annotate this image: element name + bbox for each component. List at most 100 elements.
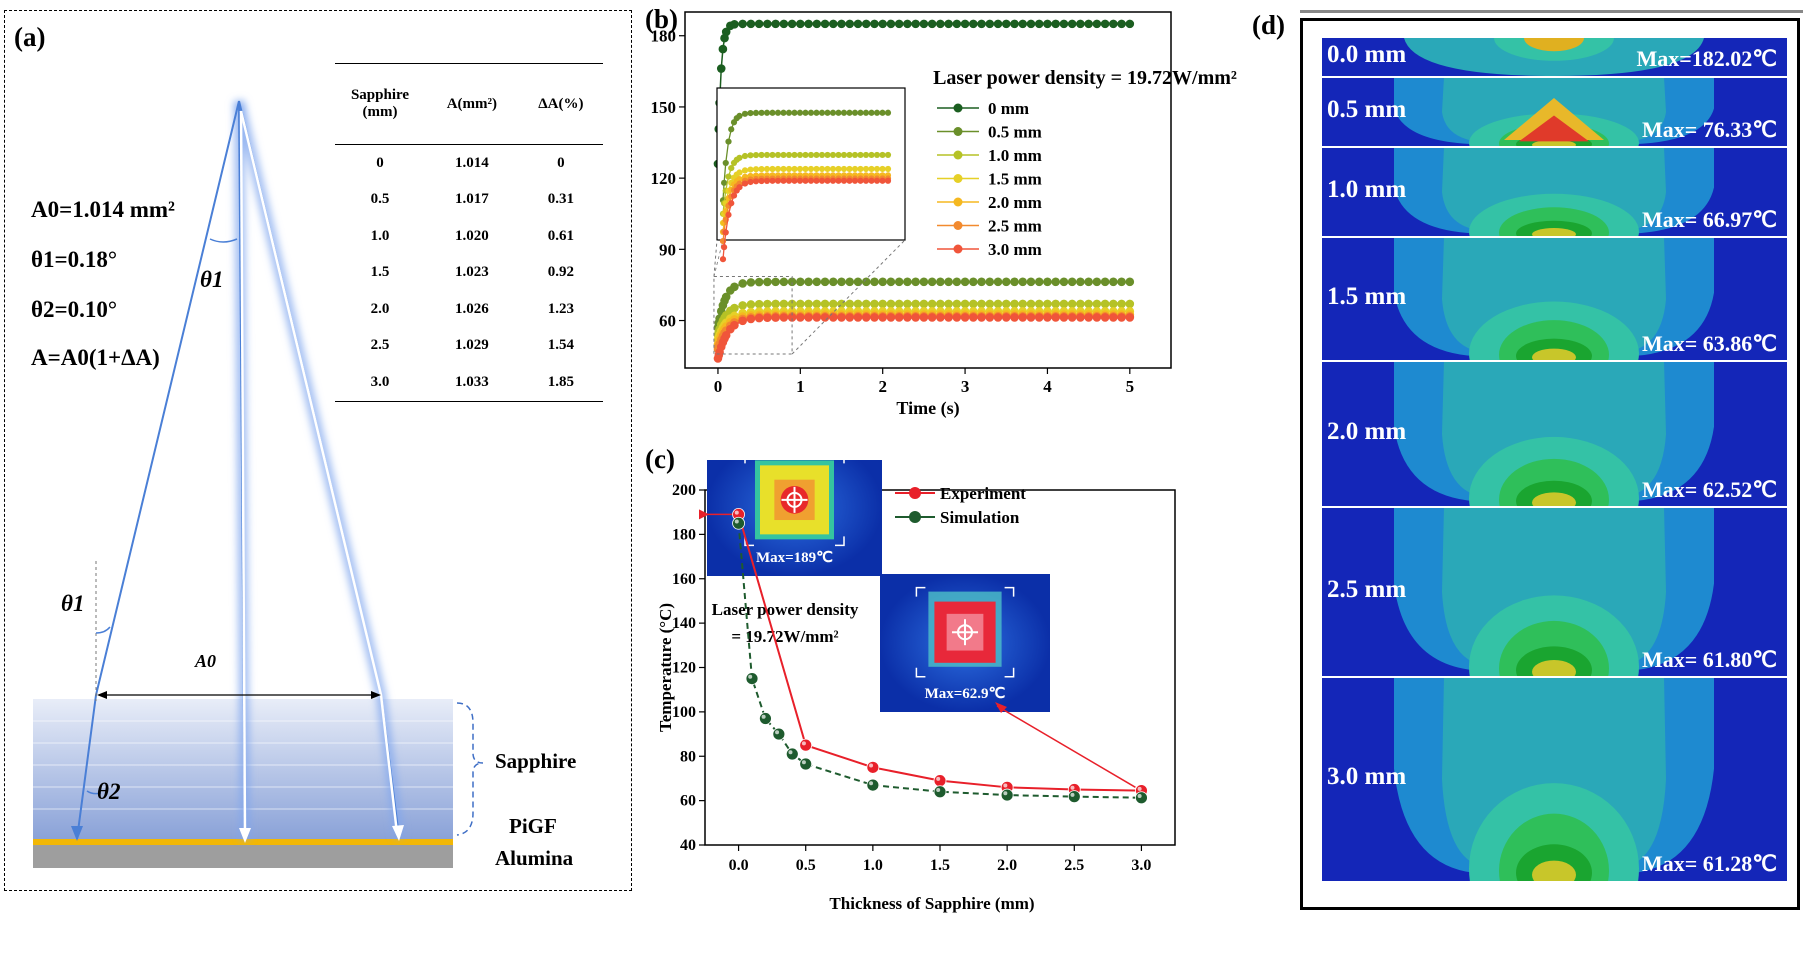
- y-tick-label: 120: [672, 660, 696, 677]
- data-point: [1018, 19, 1028, 29]
- data-point: [985, 277, 995, 287]
- legend-marker: [953, 197, 963, 207]
- legend-marker: [953, 127, 963, 136]
- legend-label: Experiment: [940, 484, 1026, 503]
- data-point: [754, 19, 764, 29]
- data-point: [779, 299, 789, 309]
- y-tick-label: 100: [672, 704, 696, 721]
- data-point: [747, 178, 754, 186]
- data-point: [824, 165, 831, 173]
- table-row: 2.5 1.029 1.54: [335, 328, 603, 365]
- data-point: [719, 256, 727, 263]
- data-point: [754, 299, 764, 309]
- sim-slice-5: 2.5 mm Max= 61.80℃: [1322, 507, 1787, 677]
- sim-max-label: Max= 66.97℃: [1641, 207, 1777, 232]
- data-point: [718, 44, 728, 54]
- x-tick-label: 3.0: [1131, 857, 1151, 874]
- data-point: [952, 313, 962, 322]
- data-point: [840, 177, 848, 184]
- data-point: [1084, 277, 1093, 287]
- data-point: [1084, 19, 1093, 29]
- data-point: [1051, 19, 1060, 29]
- data-point: [993, 299, 1003, 309]
- data-point: [758, 165, 765, 173]
- chart-annotation: Laser power density = 19.72W/mm²: [933, 67, 1237, 89]
- cell: 1.23: [547, 300, 574, 317]
- data-point: [791, 165, 798, 173]
- data-point: [837, 277, 846, 287]
- data-point: [796, 299, 805, 309]
- bracket-corner: [835, 536, 845, 547]
- data-point: [828, 19, 838, 29]
- legend-label: 0.5 mm: [988, 123, 1042, 142]
- data-point: [927, 313, 937, 322]
- data-point: [985, 19, 995, 29]
- sim-thickness-label: 1.5 mm: [1327, 283, 1407, 310]
- data-point: [746, 19, 756, 29]
- data-point: [771, 299, 780, 309]
- bracket-corner: [1004, 586, 1015, 597]
- data-point: [791, 109, 798, 116]
- data-point: [1100, 313, 1110, 322]
- col-header-delta: ΔA(%): [518, 63, 603, 145]
- data-point: [721, 27, 731, 37]
- data-point: [820, 299, 830, 309]
- data-point: [759, 712, 772, 725]
- data-point: [977, 313, 986, 322]
- data-point: [1076, 19, 1085, 29]
- panel-d-simulations: [1300, 18, 1800, 910]
- data-point: [1135, 791, 1148, 805]
- data-point: [728, 164, 735, 172]
- data-point: [785, 151, 793, 159]
- data-point: [828, 313, 838, 322]
- data-point: [1000, 788, 1014, 802]
- panel-label-c: (c): [645, 444, 675, 474]
- data-point: [857, 165, 864, 173]
- data-point: [919, 313, 929, 322]
- thermal-contour: [1322, 237, 1787, 361]
- data-point: [828, 299, 838, 309]
- data-point: [952, 277, 962, 287]
- data-point: [873, 151, 881, 159]
- data-point: [763, 299, 772, 309]
- data-point: [736, 112, 743, 119]
- data-point: [785, 747, 799, 761]
- data-point: [769, 151, 776, 159]
- data-point: [866, 778, 880, 792]
- data-point: [721, 330, 731, 340]
- sim-max-label: Max= 63.86℃: [1641, 331, 1777, 356]
- data-point: [1059, 313, 1069, 322]
- slice-separator: [1322, 676, 1787, 678]
- data-point: [747, 166, 754, 173]
- sim-slice-2: 1.0 mm Max= 66.97℃: [1322, 147, 1787, 237]
- cell: 0: [557, 154, 565, 171]
- data-point: [1084, 299, 1093, 309]
- data-point: [879, 165, 886, 173]
- data-point: [728, 126, 735, 133]
- cell: 1.026: [454, 300, 489, 317]
- panel-label-d: (d): [1252, 10, 1285, 40]
- cell: 2.5: [370, 337, 390, 354]
- thermal-max-label: Max=62.9℃: [925, 686, 1006, 702]
- data-point: [769, 165, 776, 173]
- sim-max-label: Max= 76.33℃: [1641, 117, 1777, 142]
- data-point: [771, 313, 780, 322]
- data-point: [862, 177, 870, 184]
- zoom-region: [713, 276, 793, 355]
- data-point: [1125, 313, 1135, 322]
- data-point: [886, 299, 896, 309]
- data-point: [828, 277, 838, 287]
- data-point: [911, 19, 920, 29]
- data-point: [741, 180, 749, 187]
- thermal-contour: [1322, 677, 1787, 881]
- pointer-arrow: [996, 705, 1136, 788]
- data-point: [774, 151, 782, 159]
- area-table: Sapphire (mm) A(mm²) ΔA(%) 0 1.014 0 0.5 1.…: [335, 63, 603, 402]
- data-point: [813, 177, 820, 184]
- data-point: [851, 109, 859, 116]
- legend-marker: [909, 487, 921, 499]
- cell: 2.0: [370, 300, 390, 317]
- bracket-corner: [915, 667, 926, 678]
- theta2-symbol: θ2: [97, 779, 121, 804]
